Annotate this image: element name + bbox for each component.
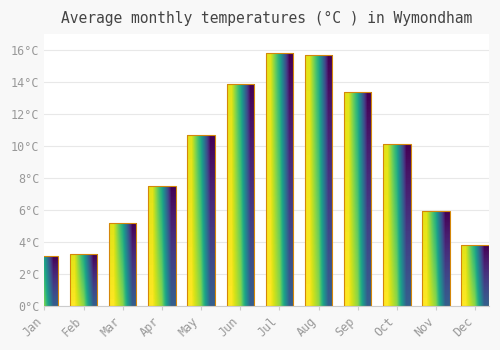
Bar [70,254,98,306]
Bar [305,55,332,306]
Bar [188,135,215,306]
Bar [383,144,410,306]
Bar [148,186,176,306]
Bar [109,223,136,306]
Title: Average monthly temperatures (°C ) in Wymondham: Average monthly temperatures (°C ) in Wy… [61,11,472,26]
Bar [31,256,58,306]
Bar [344,92,372,306]
Bar [226,84,254,306]
Bar [266,54,293,306]
Bar [422,211,450,306]
Bar [462,245,489,306]
